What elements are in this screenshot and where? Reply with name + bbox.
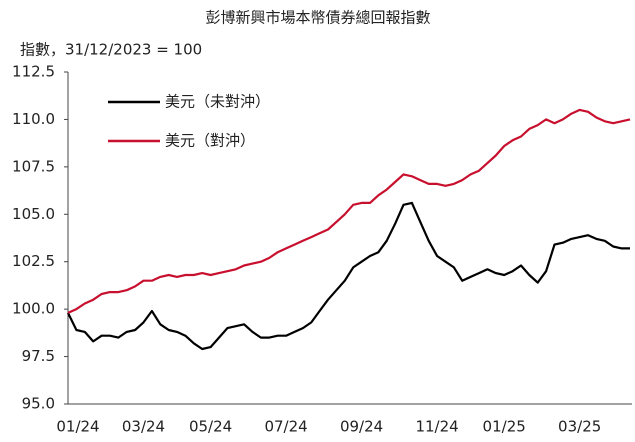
series-line bbox=[67, 108, 631, 314]
y-tick-label: 97.5 bbox=[22, 347, 55, 365]
legend-label: 美元（對沖） bbox=[165, 132, 255, 150]
x-tick-label: 05/24 bbox=[189, 418, 232, 436]
y-tick-label: 105.0 bbox=[12, 205, 55, 223]
y-tick-label: 95.0 bbox=[22, 395, 55, 413]
y-tick-label: 107.5 bbox=[12, 157, 55, 175]
legend-label: 美元（未對沖） bbox=[165, 93, 270, 111]
series-line bbox=[67, 201, 630, 351]
x-tick-label: 01/24 bbox=[56, 418, 99, 436]
x-tick-label: 01/25 bbox=[483, 418, 526, 436]
x-tick-label: 11/24 bbox=[415, 418, 458, 436]
y-tick-label: 110.0 bbox=[12, 110, 55, 128]
y-tick-label: 112.5 bbox=[12, 63, 55, 81]
y-axis-label: 指數，31/12/2023 = 100 bbox=[20, 41, 202, 59]
x-tick-label: 03/24 bbox=[122, 418, 165, 436]
x-tick-label: 03/25 bbox=[558, 418, 601, 436]
y-tick-label: 102.5 bbox=[12, 252, 55, 270]
chart-title: 彭博新興市場本幣債券總回報指數 bbox=[205, 9, 430, 27]
x-tick-label: 09/24 bbox=[340, 418, 383, 436]
x-tick-label: 07/24 bbox=[264, 418, 307, 436]
y-tick-label: 100.0 bbox=[12, 300, 55, 318]
